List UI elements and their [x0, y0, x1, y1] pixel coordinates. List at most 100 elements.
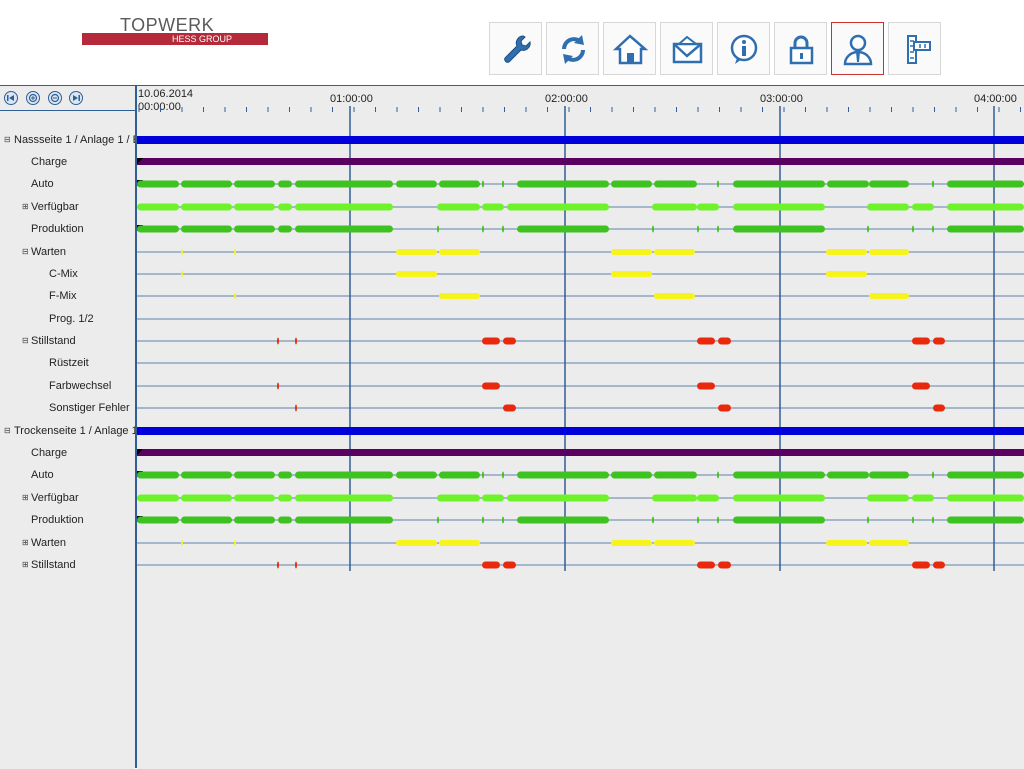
warten-segment [869, 249, 909, 255]
farbwechsel-segment [277, 382, 279, 390]
row-label[interactable]: C-Mix [49, 268, 78, 280]
produktion-segment [652, 516, 654, 524]
row-label[interactable]: Nassseite 1 / Anlage 1 / E [14, 134, 140, 146]
row-expander-expand-icon[interactable]: ⊞ [22, 538, 29, 547]
produktion-segment [437, 516, 439, 524]
auto-segment [717, 471, 719, 479]
row-label[interactable]: Stillstand [31, 559, 76, 571]
row-label[interactable]: Rüstzeit [49, 357, 89, 369]
verfuegbar-segment [437, 494, 480, 502]
logo-wordmark: TOPWERK [120, 15, 215, 35]
last-button[interactable] [69, 91, 83, 105]
auto-segment [517, 471, 609, 479]
warten-segment [181, 540, 183, 546]
warten-segment [654, 540, 695, 546]
produktion-segment [517, 225, 609, 233]
row-expander-expand-icon[interactable]: ⊞ [22, 560, 29, 569]
row-label[interactable]: Sonstiger Fehler [49, 402, 130, 414]
cmix-segment [826, 271, 867, 277]
sonstiger-fehler-segment [295, 404, 297, 412]
company-logo: TOPWERK HESS GROUP [82, 15, 268, 47]
produktion-segment [733, 516, 825, 524]
row-label[interactable]: Charge [31, 447, 68, 459]
stillstand-segment [277, 337, 279, 345]
row-label[interactable]: Auto [31, 178, 54, 190]
group-bar [137, 136, 1024, 144]
home-button[interactable] [603, 22, 656, 75]
auto-segment [181, 180, 232, 188]
verfuegbar-segment [482, 494, 504, 502]
first-icon [7, 95, 14, 101]
settings-button[interactable] [489, 22, 542, 75]
info-icon [730, 34, 758, 64]
row-expander-collapse-icon[interactable]: ⊟ [4, 135, 11, 144]
row-label[interactable]: Auto [31, 469, 54, 481]
mail-icon [672, 35, 703, 64]
warten-segment [234, 540, 236, 546]
auto-segment [502, 180, 504, 188]
row-label[interactable]: Stillstand [31, 335, 76, 347]
produktion-segment [234, 516, 275, 524]
verfuegbar-segment [295, 494, 393, 502]
verfuegbar-segment [278, 203, 292, 211]
row-label[interactable]: Verfügbar [31, 201, 79, 213]
verfuegbar-segment [181, 203, 232, 211]
verfuegbar-segment [278, 494, 292, 502]
row-label[interactable]: Charge [31, 156, 68, 168]
produktion-segment [652, 225, 654, 233]
row-expander-collapse-icon[interactable]: ⊟ [22, 247, 29, 256]
verfuegbar-segment [181, 494, 232, 502]
auto-segment [502, 471, 504, 479]
row-label[interactable]: Prog. 1/2 [49, 313, 94, 325]
row-label[interactable]: Produktion [31, 223, 84, 235]
row-label[interactable]: F-Mix [49, 290, 77, 302]
panel-separator [135, 85, 137, 768]
row-label[interactable]: Warten [31, 246, 67, 258]
row-label[interactable]: Verfügbar [31, 492, 79, 504]
verfuegbar-segment [507, 203, 609, 211]
auto-segment [654, 180, 697, 188]
row-expander-collapse-icon[interactable]: ⊟ [22, 336, 29, 345]
logo-group: HESS GROUP [172, 34, 233, 44]
row-label[interactable]: Trockenseite 1 / Anlage 1 [14, 425, 138, 437]
produktion-segment [912, 516, 914, 524]
info-button[interactable] [717, 22, 770, 75]
row-label[interactable]: Warten [31, 537, 67, 549]
row-expander-expand-icon[interactable]: ⊞ [22, 202, 29, 211]
auto-segment [396, 180, 437, 188]
lock-button[interactable] [774, 22, 827, 75]
charge-bar [137, 449, 1024, 456]
first-button[interactable] [4, 91, 18, 105]
hour-label-3: 03:00:00 [760, 93, 803, 105]
sonstiger-fehler-segment [933, 404, 945, 412]
warten-segment [396, 249, 437, 255]
verfuegbar-segment [652, 494, 697, 502]
row-expander-collapse-icon[interactable]: ⊟ [4, 426, 11, 435]
stillstand-segment [933, 337, 945, 345]
produktion-segment [932, 516, 934, 524]
produktion-segment [502, 225, 504, 233]
row-expander-expand-icon[interactable]: ⊞ [22, 493, 29, 502]
produktion-segment [932, 225, 934, 233]
warten-segment [611, 540, 652, 546]
measure-button[interactable] [888, 22, 941, 75]
verfuegbar-segment [295, 203, 393, 211]
refresh-button[interactable] [546, 22, 599, 75]
zoom-out-button[interactable] [48, 91, 62, 105]
warten-segment [396, 540, 437, 546]
produktion-segment [295, 516, 393, 524]
mail-button[interactable] [660, 22, 713, 75]
fmix-segment [234, 293, 236, 299]
produktion-segment [912, 225, 914, 233]
timeline-nav [0, 86, 135, 111]
timeline-chart[interactable]: 10.06.2014 00:00:00 01:00:00 02:00:00 03… [137, 85, 1024, 769]
row-label[interactable]: Produktion [31, 514, 84, 526]
verfuegbar-segment [867, 203, 909, 211]
row-label[interactable]: Farbwechsel [49, 380, 112, 392]
verfuegbar-segment [234, 203, 275, 211]
hour-label-1: 01:00:00 [330, 93, 373, 105]
stillstand-segment [718, 561, 731, 569]
zoom-in-button[interactable] [26, 91, 40, 105]
auto-segment [517, 180, 609, 188]
user-button[interactable] [831, 22, 884, 75]
